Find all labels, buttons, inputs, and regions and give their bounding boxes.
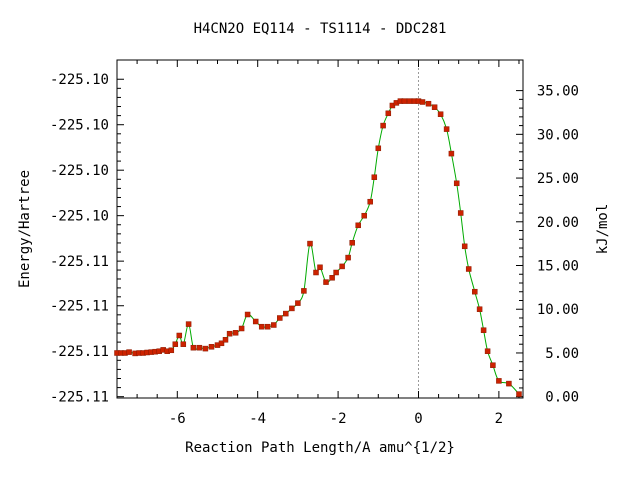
- x-tick-label: -6: [169, 411, 186, 427]
- data-point-marker: [367, 198, 373, 205]
- data-point-marker: [461, 243, 468, 250]
- plot-frame: [116, 59, 524, 399]
- x-tick-label: 2: [495, 411, 503, 427]
- left-tick-label: -225.10: [50, 72, 109, 88]
- data-point-marker: [490, 362, 496, 368]
- right-axis-label: kJ/mol: [595, 204, 611, 255]
- left-axis-label: Energy/Hartree: [17, 170, 33, 288]
- data-point-marker: [323, 279, 329, 285]
- series-markers: [114, 98, 522, 397]
- right-tick-label: 25.00: [537, 171, 579, 187]
- data-point-marker: [480, 327, 487, 333]
- left-tick-label: -225.11: [50, 254, 109, 270]
- left-tick-label: -225.11: [50, 299, 109, 315]
- data-point-marker: [244, 311, 251, 318]
- series-line: [117, 100, 520, 395]
- data-point-marker: [271, 322, 277, 328]
- x-tick-label: 0: [414, 411, 422, 427]
- data-point-marker: [208, 344, 215, 350]
- right-axis-ticks: 0.00 5.00 10.00 15.00 20.00 25.00 30.00 35.00: [516, 84, 579, 406]
- data-point-marker: [437, 111, 444, 117]
- data-point-marker: [371, 174, 378, 180]
- data-point-marker: [401, 98, 408, 104]
- data-point-marker: [289, 305, 295, 312]
- data-point-marker: [333, 269, 339, 276]
- data-point-marker: [506, 380, 512, 387]
- data-point-marker: [339, 263, 345, 270]
- data-point-marker: [190, 344, 197, 351]
- left-tick-label: -225.10: [50, 118, 109, 134]
- data-point-marker: [345, 254, 351, 261]
- data-point-marker: [196, 344, 203, 351]
- data-point-marker: [172, 341, 179, 347]
- data-point-marker: [283, 310, 289, 317]
- data-point-marker: [222, 337, 229, 343]
- data-point-marker: [355, 222, 361, 229]
- right-tick-label: 0.00: [545, 390, 579, 406]
- x-axis-ticks: -6 -4 -2 0 2: [116, 60, 520, 427]
- data-point-marker: [425, 100, 432, 107]
- data-point-marker: [329, 275, 335, 281]
- right-tick-label: 20.00: [537, 215, 579, 231]
- data-point-marker: [218, 340, 225, 347]
- data-point-marker: [258, 323, 265, 330]
- left-tick-label: -225.11: [50, 344, 109, 360]
- left-tick-label: -225.10: [50, 163, 109, 179]
- data-point-marker: [202, 345, 209, 352]
- data-point-marker: [361, 212, 367, 219]
- right-tick-label: 10.00: [537, 302, 579, 318]
- data-point-marker: [448, 150, 455, 157]
- data-point-marker: [238, 325, 245, 332]
- right-tick-label: 15.00: [537, 259, 579, 275]
- data-point-marker: [349, 240, 355, 246]
- left-tick-label: -225.11: [50, 390, 109, 406]
- data-point-marker: [176, 332, 183, 339]
- data-point-marker: [313, 269, 319, 276]
- data-point-marker: [472, 288, 478, 295]
- right-tick-label: 5.00: [545, 346, 579, 362]
- data-point-marker: [232, 330, 239, 336]
- data-point-marker: [126, 349, 132, 355]
- data-point-marker: [252, 318, 259, 325]
- x-axis-label: Reaction Path Length/A amu^{1/2}: [185, 440, 455, 456]
- right-tick-label: 35.00: [537, 84, 579, 100]
- data-point-marker: [168, 347, 175, 354]
- data-point-marker: [496, 378, 502, 384]
- data-point-marker: [317, 264, 323, 271]
- right-tick-label: 30.00: [537, 127, 579, 143]
- data-point-marker: [380, 122, 386, 129]
- data-point-marker: [431, 104, 438, 110]
- data-point-marker: [226, 330, 233, 337]
- chart-title: H4CN2O EQ114 - TS1114 - DDC281: [194, 21, 447, 37]
- data-point-marker: [295, 300, 301, 306]
- data-point-marker: [385, 110, 392, 117]
- left-axis-ticks: -225.11 -225.11 -225.11 -225.11 -225.10 -225.…: [50, 72, 124, 406]
- data-point-marker: [457, 210, 464, 216]
- data-point-marker: [180, 341, 187, 347]
- data-point-marker: [484, 348, 491, 354]
- x-tick-label: -4: [249, 411, 266, 427]
- data-point-marker: [307, 240, 313, 247]
- x-tick-label: -2: [330, 411, 347, 427]
- data-point-marker: [443, 126, 450, 132]
- data-point-marker: [516, 391, 522, 397]
- data-point-marker: [277, 315, 283, 321]
- data-point-marker: [406, 98, 413, 104]
- data-point-marker: [465, 266, 472, 272]
- data-point-marker: [185, 321, 192, 327]
- data-point-marker: [375, 145, 382, 152]
- data-point-marker: [264, 323, 271, 330]
- data-point-marker: [301, 288, 307, 294]
- data-point-marker: [476, 306, 483, 312]
- data-point-marker: [419, 99, 426, 105]
- data-point-marker: [453, 180, 460, 187]
- left-tick-label: -225.10: [50, 209, 109, 225]
